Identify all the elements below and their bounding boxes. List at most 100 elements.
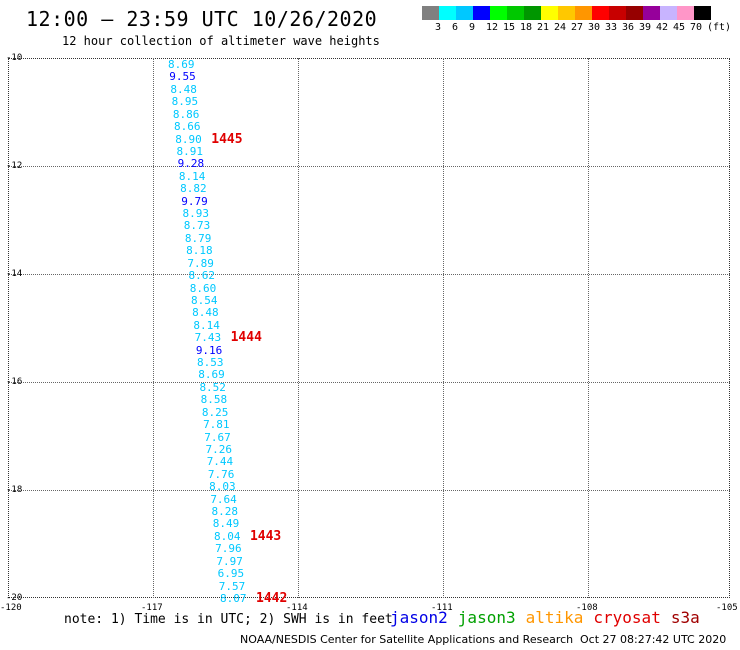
latitude-gridline [8,274,730,275]
legend-swatch [626,6,643,20]
wave-height-value: 7.97 [216,554,243,568]
wave-height-value: 8.25 [201,405,229,419]
wave-height-value: 8.14 [193,318,220,332]
wave-height-value: 8.91 [176,144,203,158]
wave-height-value: 9.16 [195,343,223,357]
wave-height-value: 8.48 [170,82,197,96]
wave-height-value: 8.93 [182,207,210,221]
wave-height-value: 8.04 [213,529,241,543]
legend-label: 45 [673,22,686,33]
longitude-gridline [588,58,589,598]
legend-label: (ft) [707,22,732,33]
pass-time-label: 1443 [249,528,282,544]
legend-swatch [473,6,490,20]
longitude-gridline [298,58,299,598]
legend-swatch [439,6,456,20]
legend-swatch [422,6,439,20]
wave-height-value: 8.49 [212,517,240,531]
longitude-label: -111 [431,603,453,613]
wave-height-color-legend [422,6,711,20]
wave-height-value: 8.62 [188,269,216,283]
longitude-label: -120 [0,603,22,613]
legend-label: 27 [571,22,584,33]
wave-height-value: 8.03 [209,480,236,494]
legend-swatch [677,6,694,20]
legend-swatch [558,6,575,20]
wave-height-value: 8.18 [186,244,213,258]
wave-height-value: 7.57 [218,579,246,593]
satellite-legend: jason2 jason3 altika cryosat s3a [390,608,710,627]
legend-label: 30 [588,22,601,33]
legend-label: 33 [605,22,618,33]
wave-height-value: 7.67 [204,430,231,444]
longitude-gridline [153,58,154,598]
longitude-label: -117 [141,603,163,613]
legend-label: 12 [486,22,499,33]
generated-timestamp: Oct 27 08:27:42 UTC 2020 [580,633,727,646]
longitude-label: -105 [716,603,738,613]
latitude-gridline [8,166,730,167]
longitude-gridline [443,58,444,598]
map-subtitle: 12 hour collection of altimeter wave hei… [62,34,380,48]
pass-time-label: 1445 [211,131,243,147]
satellite-name: altika [525,608,584,627]
latitude-label: -12 [6,161,23,171]
wave-height-value: 8.52 [199,380,226,394]
map-plot-area [8,58,730,598]
latitude-label: -16 [6,377,23,387]
footer-note: note: 1) Time is in UTC; 2) SWH is in fe… [64,612,393,627]
wave-height-value: 8.60 [189,281,217,295]
wave-height-value: 9.55 [169,70,196,84]
credit-text: NOAA/NESDIS Center for Satellite Applica… [240,633,574,646]
legend-swatch [524,6,541,20]
satellite-name: jason2 [390,608,448,627]
legend-labels: 3 6 9 12 15 18 21 24 27 30 33 36 39 42 45 70 (ft) [422,22,740,34]
latitude-label: -18 [6,485,23,495]
legend-swatch [456,6,473,20]
wave-height-value: 8.69 [198,368,225,382]
latitude-gridline [8,382,730,383]
wave-height-value: 8.28 [211,505,239,519]
legend-swatch [660,6,677,20]
map-title: 12:00 – 23:59 UTC 10/26/2020 [26,7,378,31]
legend-swatch [643,6,660,20]
legend-swatch [592,6,609,20]
legend-label: 6 [452,22,459,33]
pass-time-label: 1442 [256,591,288,606]
wave-height-value: 8.79 [184,231,212,245]
legend-swatch [609,6,626,20]
wave-height-value: 8.48 [192,306,219,320]
wave-height-value: 7.44 [206,455,234,469]
longitude-label: -108 [576,603,598,613]
legend-swatch [575,6,592,20]
legend-label: 70 [690,22,703,33]
wave-height-value: 7.89 [187,256,214,270]
legend-swatch [507,6,524,20]
legend-label: 42 [656,22,669,33]
latitude-label: -20 [6,593,23,603]
wave-height-value: 7.81 [203,418,230,432]
legend-swatch [694,6,711,20]
legend-label: 36 [622,22,635,33]
legend-label: 3 [435,22,442,33]
wave-height-value: 9.79 [181,194,208,208]
satellite-name: s3a [670,608,700,627]
wave-height-value: 8.07 [220,592,247,605]
wave-height-value: 8.58 [200,393,228,407]
wave-height-value: 8.66 [174,120,201,134]
wave-height-value: 7.26 [205,442,232,456]
wave-height-value: 8.90 [175,132,202,146]
wave-height-value: 7.64 [210,492,237,506]
legend-label: 24 [554,22,567,33]
satellite-name: cryosat [593,608,661,627]
wave-height-value: 6.95 [217,567,245,581]
latitude-label: -10 [6,53,23,63]
legend-label: 18 [520,22,533,33]
wave-height-value: 8.54 [190,293,218,307]
wave-height-value: 7.96 [215,542,242,556]
legend-swatch [541,6,558,20]
latitude-gridline [8,490,730,491]
wave-height-value: 8.73 [183,219,211,233]
wave-height-value: 8.82 [180,182,207,196]
